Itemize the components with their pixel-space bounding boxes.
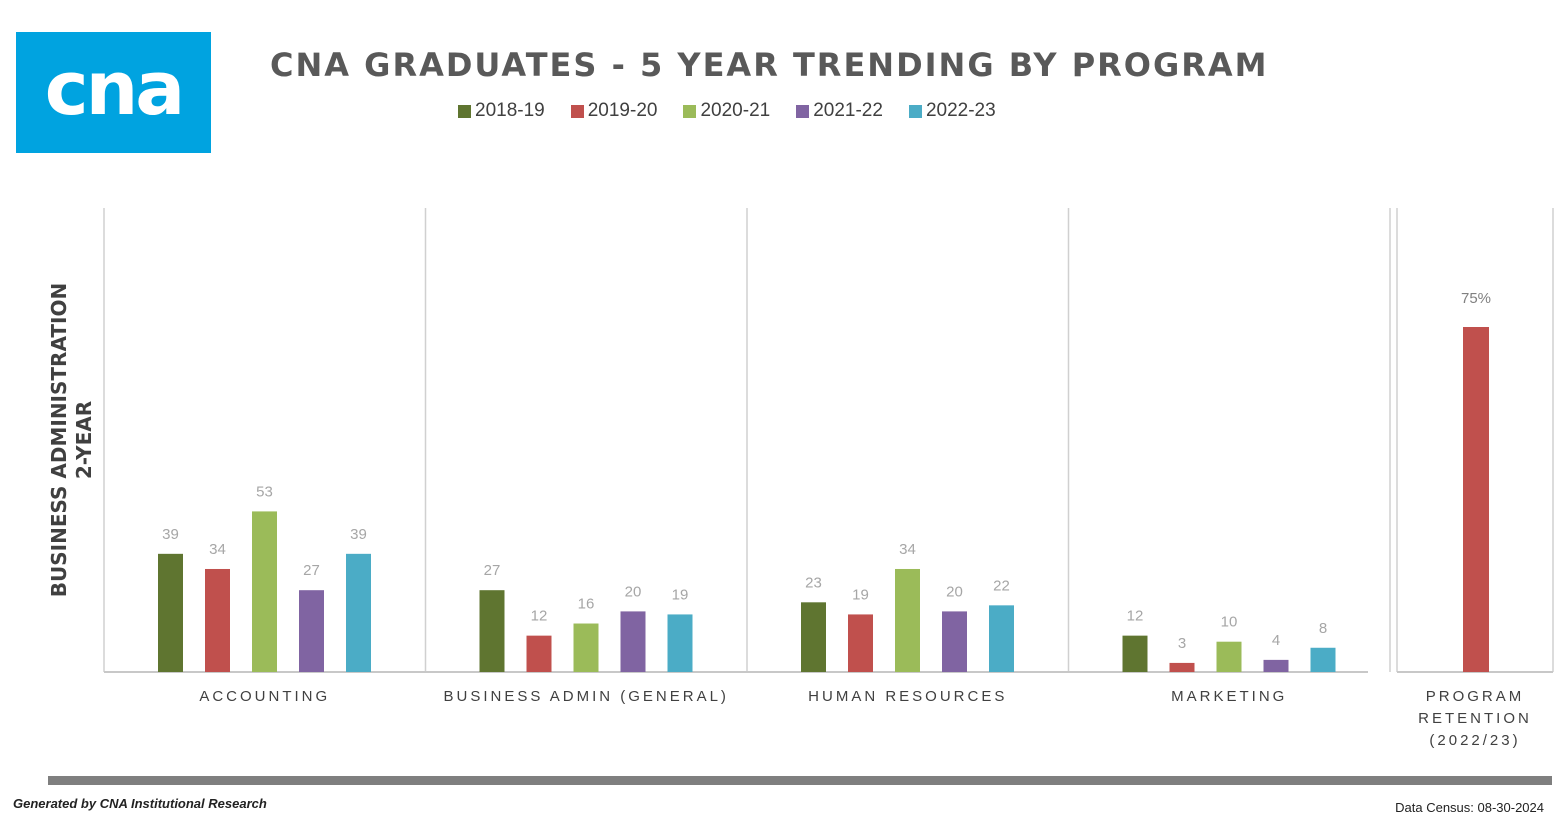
data-census-note: Data Census: 08-30-2024 bbox=[1395, 800, 1544, 815]
data-label: 34 bbox=[899, 541, 916, 558]
data-label: 20 bbox=[625, 583, 642, 600]
legend-item: 2021-22 bbox=[796, 100, 883, 122]
bar bbox=[667, 614, 693, 672]
legend-item: 2018-19 bbox=[458, 100, 545, 122]
chart-title: CNA GRADUATES - 5 YEAR TRENDING BY PROGR… bbox=[270, 46, 1269, 84]
bar bbox=[573, 623, 599, 672]
bar bbox=[1216, 641, 1242, 672]
bar bbox=[526, 635, 552, 672]
legend-label: 2019-20 bbox=[587, 100, 658, 121]
bar bbox=[252, 511, 277, 672]
data-label: 12 bbox=[1127, 608, 1144, 625]
bar bbox=[1122, 635, 1148, 672]
bar bbox=[848, 614, 873, 672]
bar bbox=[989, 605, 1014, 672]
legend-swatch bbox=[683, 104, 697, 118]
retention-label-line: PROGRAM bbox=[1426, 688, 1525, 705]
data-label: 39 bbox=[350, 526, 367, 543]
bottom-divider bbox=[48, 776, 1552, 785]
retention-value-label: 75% bbox=[1461, 290, 1491, 307]
legend-label: 2022-23 bbox=[925, 100, 996, 121]
bar bbox=[158, 553, 183, 672]
legend-swatch bbox=[908, 104, 922, 118]
legend-label: 2018-19 bbox=[475, 100, 545, 121]
legend-item: 2022-23 bbox=[908, 100, 996, 122]
data-label: 19 bbox=[852, 586, 869, 603]
category-label: BUSINESS ADMIN (GENERAL) bbox=[444, 688, 729, 705]
bar bbox=[1169, 662, 1195, 672]
data-label: 4 bbox=[1272, 632, 1280, 649]
bar bbox=[1263, 659, 1289, 672]
legend-swatch bbox=[570, 104, 584, 118]
data-label: 10 bbox=[1221, 614, 1238, 631]
legend-label: 2021-22 bbox=[813, 100, 883, 121]
data-label: 39 bbox=[162, 526, 179, 543]
logo-text: cna bbox=[44, 45, 185, 132]
bar bbox=[346, 553, 371, 672]
bar bbox=[299, 590, 324, 672]
bar bbox=[479, 590, 505, 672]
data-label: 27 bbox=[303, 562, 320, 579]
legend-label: 2020-21 bbox=[700, 100, 771, 121]
data-label: 19 bbox=[672, 586, 689, 603]
data-label: 8 bbox=[1319, 620, 1327, 637]
data-label: 3 bbox=[1178, 635, 1186, 652]
data-label: 53 bbox=[256, 483, 273, 500]
data-label: 16 bbox=[578, 596, 595, 613]
data-label: 23 bbox=[805, 574, 822, 591]
legend: 2018-19 2019-20 2020-21 2021-22 2022-23 bbox=[458, 100, 996, 122]
data-label: 34 bbox=[209, 541, 226, 558]
bar bbox=[620, 611, 646, 672]
data-label: 27 bbox=[484, 562, 501, 579]
legend-item: 2020-21 bbox=[683, 100, 770, 122]
legend-item: 2019-20 bbox=[570, 100, 658, 122]
category-label: MARKETING bbox=[1171, 688, 1287, 705]
bar bbox=[205, 568, 230, 672]
bar bbox=[895, 568, 920, 672]
cna-logo: cna bbox=[16, 32, 211, 153]
legend-swatch bbox=[796, 104, 810, 118]
legend-swatch bbox=[458, 104, 471, 118]
data-label: 20 bbox=[946, 583, 963, 600]
data-label: 22 bbox=[993, 577, 1010, 594]
retention-label-line: RETENTION bbox=[1418, 710, 1532, 727]
category-label: HUMAN RESOURCES bbox=[808, 688, 1007, 705]
retention-label-line: (2022/23) bbox=[1429, 732, 1520, 749]
retention-bar bbox=[1463, 327, 1489, 672]
data-label: 12 bbox=[531, 608, 548, 625]
bar bbox=[1310, 647, 1336, 672]
bar bbox=[942, 611, 967, 672]
generated-by-note: Generated by CNA Institutional Research bbox=[13, 796, 267, 811]
bar bbox=[801, 602, 826, 672]
category-label: ACCOUNTING bbox=[199, 688, 330, 705]
